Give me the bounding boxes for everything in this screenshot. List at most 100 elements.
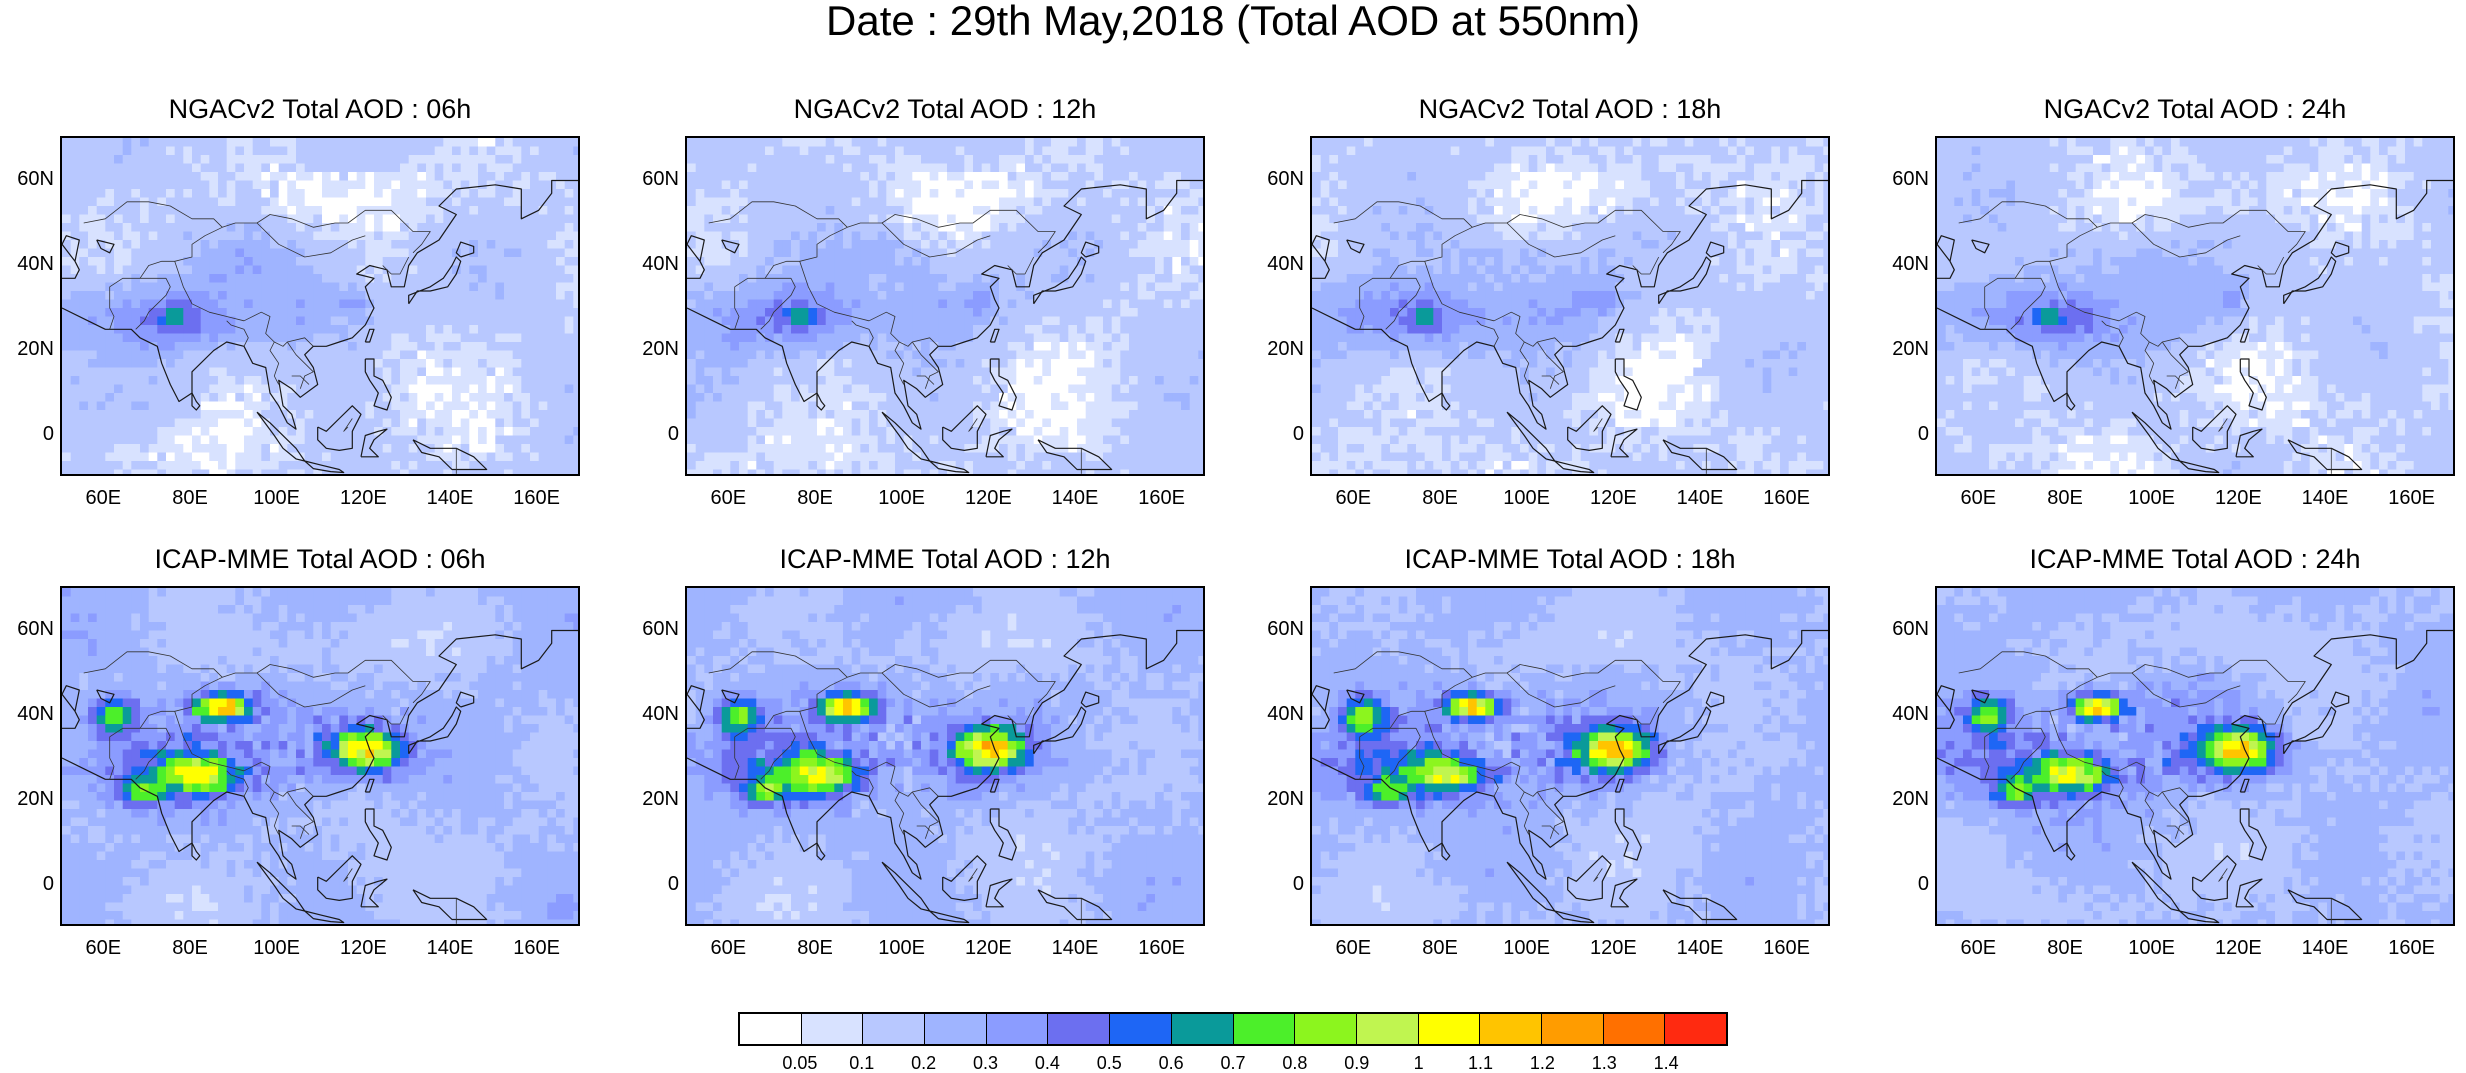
lat-tick-label: 60N <box>0 169 54 189</box>
colorbar-box <box>863 1014 925 1044</box>
lat-tick-label: 20N <box>619 339 679 359</box>
lon-tick-label: 60E <box>693 488 763 508</box>
lon-tick-label: 60E <box>1943 488 2013 508</box>
lat-tick-label: 0 <box>1244 424 1304 444</box>
lon-tick-label: 120E <box>328 938 398 958</box>
colorbar-label: 1.4 <box>1636 1054 1696 1072</box>
colorbar-label: 0.2 <box>894 1054 954 1072</box>
lat-tick-label: 60N <box>1869 619 1929 639</box>
lat-tick-label: 0 <box>0 874 54 894</box>
aod-colorbar <box>738 1012 1728 1046</box>
lon-tick-label: 160E <box>502 488 572 508</box>
colorbar-label: 0.5 <box>1079 1054 1139 1072</box>
panel-title: NGACv2 Total AOD : 18h <box>1310 96 1830 123</box>
lon-tick-label: 100E <box>2117 488 2187 508</box>
colorbar-label: 0.8 <box>1265 1054 1325 1072</box>
lat-tick-label: 20N <box>1244 339 1304 359</box>
lon-tick-label: 100E <box>1492 938 1562 958</box>
colorbar-box <box>987 1014 1049 1044</box>
lat-tick-label: 0 <box>619 874 679 894</box>
lon-tick-label: 160E <box>502 938 572 958</box>
lon-tick-label: 160E <box>1752 938 1822 958</box>
lon-tick-label: 100E <box>867 488 937 508</box>
lat-tick-label: 40N <box>1869 254 1929 274</box>
lat-tick-label: 20N <box>619 789 679 809</box>
lat-tick-label: 40N <box>1244 254 1304 274</box>
colorbar-box <box>1419 1014 1481 1044</box>
lat-tick-label: 20N <box>1244 789 1304 809</box>
lat-tick-label: 40N <box>619 254 679 274</box>
colorbar-label: 0.3 <box>956 1054 1016 1072</box>
lat-tick-label: 40N <box>0 254 54 274</box>
colorbar-label: 1.3 <box>1574 1054 1634 1072</box>
colorbar-label: 0.1 <box>832 1054 892 1072</box>
panel-title: ICAP-MME Total AOD : 18h <box>1310 546 1830 573</box>
lat-tick-label: 0 <box>619 424 679 444</box>
colorbar-box <box>1542 1014 1604 1044</box>
lon-tick-label: 100E <box>242 488 312 508</box>
lat-tick-label: 60N <box>619 169 679 189</box>
lat-tick-label: 20N <box>0 339 54 359</box>
colorbar-box <box>1357 1014 1419 1044</box>
colorbar-label: 1 <box>1389 1054 1449 1072</box>
lon-tick-label: 100E <box>2117 938 2187 958</box>
aod-field <box>1312 138 1830 476</box>
panel-title: ICAP-MME Total AOD : 06h <box>60 546 580 573</box>
panel-title: NGACv2 Total AOD : 24h <box>1935 96 2455 123</box>
colorbar-box <box>1048 1014 1110 1044</box>
aod-map <box>1935 586 2455 926</box>
panel-title: ICAP-MME Total AOD : 24h <box>1935 546 2455 573</box>
lon-tick-label: 100E <box>867 938 937 958</box>
aod-map <box>685 136 1205 476</box>
lon-tick-label: 100E <box>242 938 312 958</box>
panel-title: NGACv2 Total AOD : 12h <box>685 96 1205 123</box>
colorbar-label: 0.9 <box>1327 1054 1387 1072</box>
lon-tick-label: 60E <box>68 938 138 958</box>
lon-tick-label: 140E <box>1040 488 1110 508</box>
lat-tick-label: 60N <box>619 619 679 639</box>
lon-tick-label: 60E <box>1943 938 2013 958</box>
colorbar-label: 0.4 <box>1017 1054 1077 1072</box>
lat-tick-label: 0 <box>1869 874 1929 894</box>
aod-field <box>1937 138 2455 476</box>
lat-tick-label: 60N <box>0 619 54 639</box>
colorbar-label: 1.2 <box>1512 1054 1572 1072</box>
lon-tick-label: 160E <box>1752 488 1822 508</box>
colorbar-box <box>740 1014 802 1044</box>
lon-tick-label: 80E <box>155 938 225 958</box>
aod-field <box>687 588 1205 926</box>
aod-field <box>1937 588 2455 926</box>
aod-map <box>1310 136 1830 476</box>
lon-tick-label: 100E <box>1492 488 1562 508</box>
colorbar-box <box>1480 1014 1542 1044</box>
lon-tick-label: 80E <box>2030 488 2100 508</box>
lon-tick-label: 80E <box>1405 488 1475 508</box>
lat-tick-label: 20N <box>1869 789 1929 809</box>
colorbar-box <box>1110 1014 1172 1044</box>
colorbar-label: 1.1 <box>1451 1054 1511 1072</box>
lat-tick-label: 0 <box>1869 424 1929 444</box>
lat-tick-label: 60N <box>1244 619 1304 639</box>
lon-tick-label: 120E <box>2203 488 2273 508</box>
lon-tick-label: 120E <box>2203 938 2273 958</box>
aod-map <box>60 136 580 476</box>
lon-tick-label: 140E <box>415 488 485 508</box>
aod-map <box>1935 136 2455 476</box>
lat-tick-label: 40N <box>1244 704 1304 724</box>
lon-tick-label: 160E <box>1127 938 1197 958</box>
colorbar-label: 0.6 <box>1141 1054 1201 1072</box>
aod-field <box>62 588 580 926</box>
lon-tick-label: 60E <box>1318 938 1388 958</box>
aod-field <box>1312 588 1830 926</box>
lat-tick-label: 40N <box>0 704 54 724</box>
lon-tick-label: 80E <box>2030 938 2100 958</box>
panel-title: NGACv2 Total AOD : 06h <box>60 96 580 123</box>
lat-tick-label: 60N <box>1244 169 1304 189</box>
